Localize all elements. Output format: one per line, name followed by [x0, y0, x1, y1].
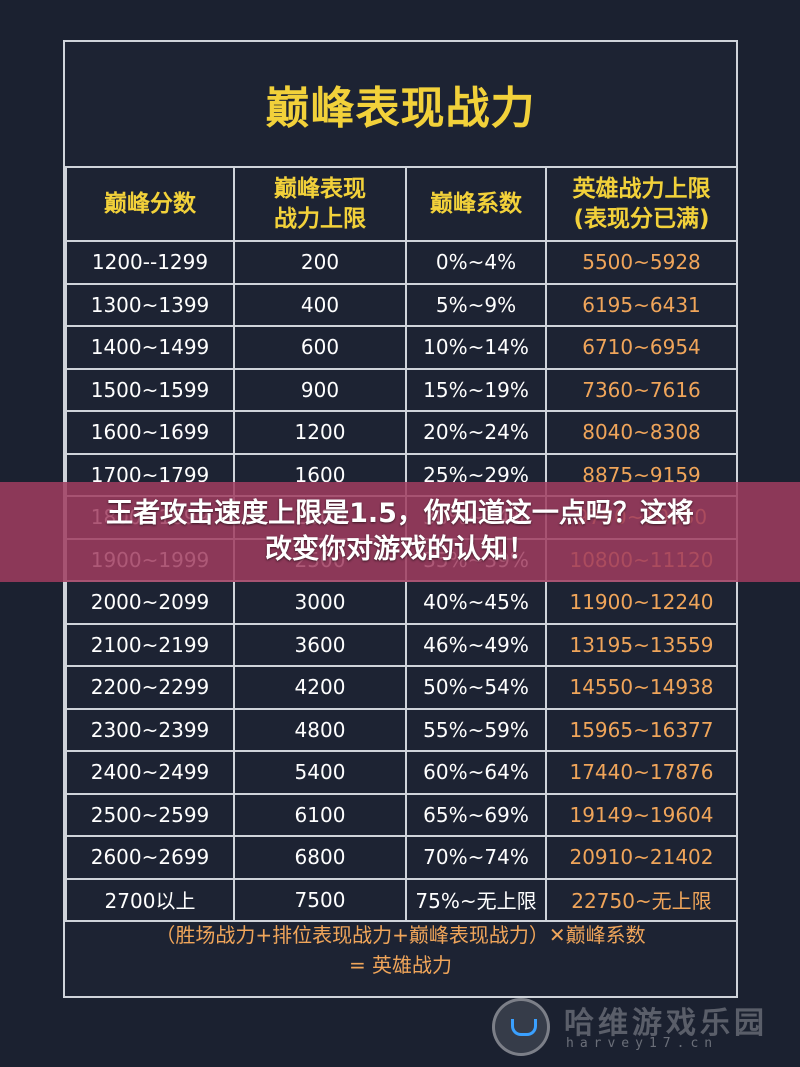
header-power-cap-line1: 巅峰表现: [274, 176, 366, 202]
cell-power-cap: 900: [233, 367, 407, 412]
cell-hero-cap: 7360~7616: [545, 367, 738, 412]
header-hero-cap-line2: (表现分已满): [573, 206, 710, 232]
header-hero-cap-line1: 英雄战力上限: [572, 176, 711, 202]
header-power-cap: 巅峰表现 战力上限: [233, 166, 407, 242]
cell-power-cap: 4800: [233, 707, 407, 752]
headline-banner: 王者攻击速度上限是1.5，你知道这一点吗？这将 改变你对游戏的认知！: [0, 482, 800, 582]
table-row: 1600~1699 1200 20%~24% 8040~8308: [65, 410, 738, 455]
table-row: 2700以上 7500 75%~无上限 22750~无上限: [65, 877, 738, 922]
header-peak-score: 巅峰分数: [65, 166, 235, 242]
cell-power-cap: 400: [233, 282, 407, 327]
cell-peak-score: 2700以上: [65, 877, 235, 922]
cell-hero-cap: 20910~21402: [545, 835, 738, 880]
header-power-cap-line2: 战力上限: [274, 206, 366, 232]
cell-peak-score: 1400~1499: [65, 325, 235, 370]
cell-coefficient: 0%~4%: [405, 240, 547, 285]
cell-coefficient: 40%~45%: [405, 580, 547, 625]
cell-peak-score: 2600~2699: [65, 835, 235, 880]
cell-peak-score: 2400~2499: [65, 750, 235, 795]
formula-line1: （胜场战力+排位表现战力+巅峰表现战力）✕巅峰系数: [155, 923, 646, 947]
header-hero-cap: 英雄战力上限 (表现分已满): [545, 166, 738, 242]
cell-hero-cap: 6710~6954: [545, 325, 738, 370]
cell-coefficient: 65%~69%: [405, 792, 547, 837]
cell-peak-score: 2100~2199: [65, 622, 235, 667]
banner-line1: 王者攻击速度上限是1.5，你知道这一点吗？这将: [106, 498, 694, 529]
table-row: 2100~2199 3600 46%~49% 13195~13559: [65, 622, 738, 667]
header-peak-score-label: 巅峰分数: [104, 191, 196, 217]
watermark: 哈维游戏乐园 harvey17.cn: [492, 992, 792, 1062]
cell-power-cap: 7500: [233, 877, 407, 922]
cell-peak-score: 1600~1699: [65, 410, 235, 455]
cell-hero-cap: 17440~17876: [545, 750, 738, 795]
table-row: 2200~2299 4200 50%~54% 14550~14938: [65, 665, 738, 710]
table-row: 1400~1499 600 10%~14% 6710~6954: [65, 325, 738, 370]
watermark-url: harvey17.cn: [566, 1036, 719, 1051]
cell-power-cap: 6100: [233, 792, 407, 837]
cell-coefficient: 50%~54%: [405, 665, 547, 710]
cell-hero-cap: 13195~13559: [545, 622, 738, 667]
cell-coefficient: 60%~64%: [405, 750, 547, 795]
cell-peak-score: 2200~2299: [65, 665, 235, 710]
cell-power-cap: 200: [233, 240, 407, 285]
cell-hero-cap: 15965~16377: [545, 707, 738, 752]
cell-coefficient: 5%~9%: [405, 282, 547, 327]
table-header-row: 巅峰分数 巅峰表现 战力上限 巅峰系数 英雄战力上限 (表现分已满): [65, 166, 738, 242]
table-row: 2600~2699 6800 70%~74% 20910~21402: [65, 835, 738, 880]
table-row: 1200--1299 200 0%~4% 5500~5928: [65, 240, 738, 285]
cell-coefficient: 15%~19%: [405, 367, 547, 412]
cell-coefficient: 46%~49%: [405, 622, 547, 667]
cell-power-cap: 3000: [233, 580, 407, 625]
cell-hero-cap: 8040~8308: [545, 410, 738, 455]
site-logo-icon: [492, 998, 550, 1056]
cell-peak-score: 1500~1599: [65, 367, 235, 412]
cell-coefficient: 20%~24%: [405, 410, 547, 455]
header-coefficient-label: 巅峰系数: [430, 191, 522, 217]
cell-peak-score: 1200--1299: [65, 240, 235, 285]
table-row: 1300~1399 400 5%~9% 6195~6431: [65, 282, 738, 327]
formula-line2: = 英雄战力: [348, 953, 453, 977]
cell-hero-cap: 22750~无上限: [545, 877, 738, 922]
table-row: 2000~2099 3000 40%~45% 11900~12240: [65, 580, 738, 625]
cell-power-cap: 3600: [233, 622, 407, 667]
cell-coefficient: 70%~74%: [405, 835, 547, 880]
cell-coefficient: 10%~14%: [405, 325, 547, 370]
cell-peak-score: 1300~1399: [65, 282, 235, 327]
table-row: 2300~2399 4800 55%~59% 15965~16377: [65, 707, 738, 752]
formula-note: （胜场战力+排位表现战力+巅峰表现战力）✕巅峰系数 = 英雄战力: [65, 920, 736, 977]
page-title: 巅峰表现战力: [265, 83, 536, 134]
cell-power-cap: 4200: [233, 665, 407, 710]
table-row: 2500~2599 6100 65%~69% 19149~19604: [65, 792, 738, 837]
cell-power-cap: 6800: [233, 835, 407, 880]
header-coefficient: 巅峰系数: [405, 166, 547, 242]
cell-power-cap: 5400: [233, 750, 407, 795]
table-row: 2400~2499 5400 60%~64% 17440~17876: [65, 750, 738, 795]
cell-coefficient: 55%~59%: [405, 707, 547, 752]
cell-coefficient: 75%~无上限: [405, 877, 547, 922]
cell-hero-cap: 11900~12240: [545, 580, 738, 625]
watermark-name: 哈维游戏乐园: [564, 1006, 768, 1041]
cell-peak-score: 2300~2399: [65, 707, 235, 752]
cell-hero-cap: 6195~6431: [545, 282, 738, 327]
cell-hero-cap: 5500~5928: [545, 240, 738, 285]
cell-power-cap: 600: [233, 325, 407, 370]
cell-peak-score: 2000~2099: [65, 580, 235, 625]
cell-hero-cap: 19149~19604: [545, 792, 738, 837]
cell-hero-cap: 14550~14938: [545, 665, 738, 710]
banner-line2: 改变你对游戏的认知！: [265, 534, 535, 565]
cell-peak-score: 2500~2599: [65, 792, 235, 837]
table-row: 1500~1599 900 15%~19% 7360~7616: [65, 367, 738, 412]
cell-power-cap: 1200: [233, 410, 407, 455]
